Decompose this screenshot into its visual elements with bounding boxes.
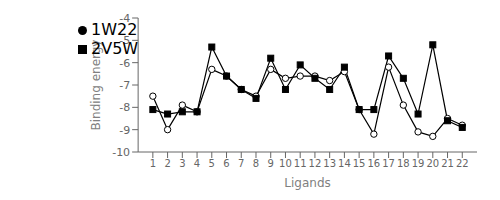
svg-text:9: 9 (268, 158, 274, 169)
svg-text:5: 5 (209, 158, 215, 169)
svg-text:-6: -6 (119, 57, 130, 70)
svg-text:3: 3 (179, 158, 185, 169)
svg-text:15: 15 (353, 158, 366, 169)
svg-text:19: 19 (412, 158, 425, 169)
svg-text:16: 16 (367, 158, 380, 169)
svg-text:2: 2 (164, 158, 170, 169)
svg-text:-10: -10 (112, 146, 130, 159)
svg-text:1: 1 (150, 158, 156, 169)
svg-text:-8: -8 (119, 101, 130, 114)
svg-text:14: 14 (338, 158, 351, 169)
svg-text:4: 4 (194, 158, 200, 169)
svg-text:-4: -4 (119, 12, 130, 25)
svg-text:-9: -9 (119, 124, 130, 137)
svg-text:10: 10 (279, 158, 292, 169)
svg-text:7: 7 (238, 158, 244, 169)
svg-text:11: 11 (294, 158, 307, 169)
svg-text:20: 20 (426, 158, 439, 169)
svg-text:6: 6 (223, 158, 229, 169)
svg-text:-7: -7 (119, 79, 130, 92)
svg-text:Binding energy: Binding energy (89, 40, 103, 131)
svg-text:17: 17 (382, 158, 395, 169)
svg-text:12: 12 (309, 158, 322, 169)
svg-text:-5: -5 (119, 34, 130, 47)
svg-text:18: 18 (397, 158, 410, 169)
svg-text:13: 13 (323, 158, 336, 169)
svg-text:8: 8 (253, 158, 259, 169)
svg-text:Ligands: Ligands (284, 176, 330, 190)
svg-text:21: 21 (441, 158, 454, 169)
svg-text:22: 22 (456, 158, 469, 169)
